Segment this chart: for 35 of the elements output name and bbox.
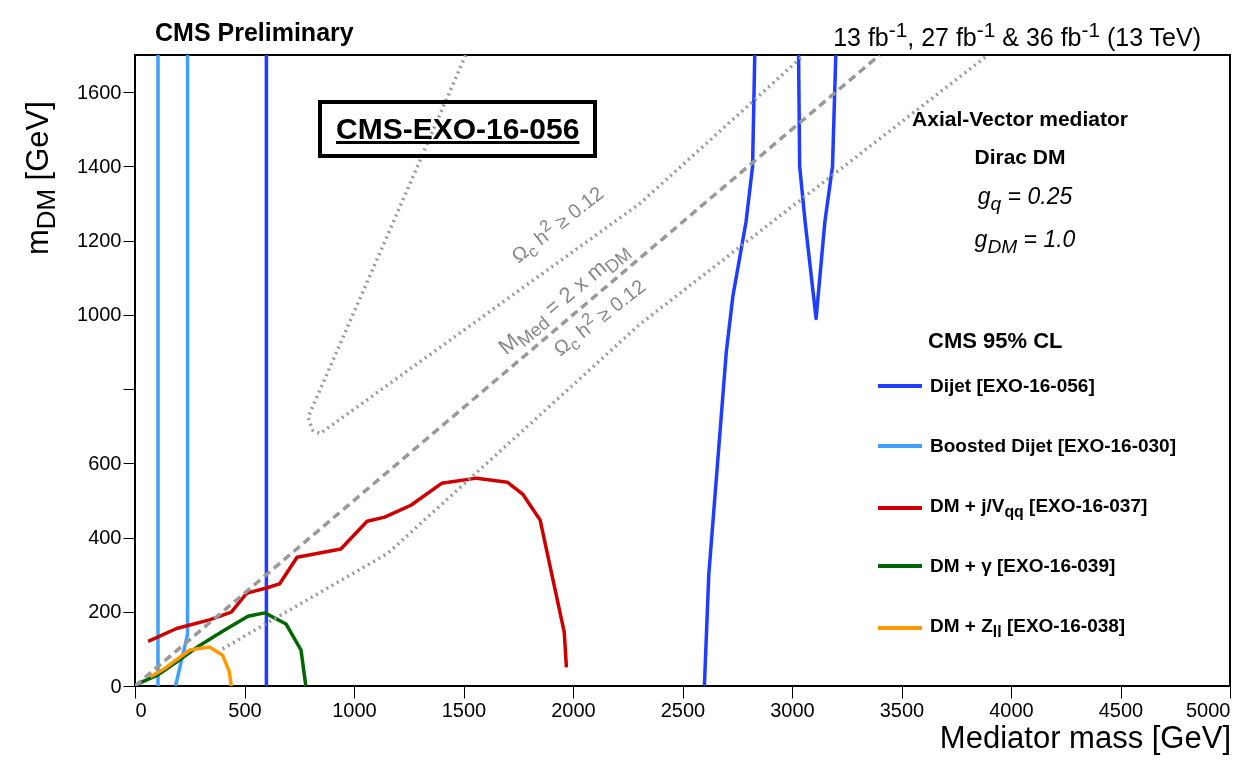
y-tick-label: 0 — [110, 674, 122, 697]
x-tick-label: 500 — [228, 698, 262, 721]
legend-label: DM + Z$_{ll}$ [EXO-16-038] — [930, 615, 1126, 641]
line-series — [146, 476, 569, 670]
y-tick-label: 400 — [88, 526, 122, 549]
x-tick-label: 3000 — [770, 698, 815, 721]
x-tick-label: 4000 — [989, 698, 1034, 721]
legend-label: DM + γ [EXO-16-039] — [930, 555, 1116, 577]
x-tick-label: 1500 — [441, 698, 487, 721]
text: 13 fb$^{-1}$, 27 fb$^{-1}$ & 36 fb$^{-1}$ (13 TeV) — [833, 18, 1201, 52]
annotation: CMS-EXO-16-056 — [318, 100, 598, 158]
y-tick-label: 1600 — [77, 80, 122, 103]
y-tick-label: 1000 — [77, 303, 122, 326]
x-tick-label: 2000 — [551, 698, 596, 721]
y-tick-label: 200 — [88, 600, 122, 623]
line-series — [148, 645, 234, 686]
legend-title: CMS 95% CL — [928, 328, 1063, 353]
annotation: g$_{DM}$ = 1.0 — [974, 226, 1076, 257]
annotation: g$_{q}$ = 0.25 — [977, 183, 1073, 214]
x-tick-label: 0 — [135, 698, 147, 721]
y-tick-label: 1200 — [77, 229, 122, 252]
y-tick-label: 600 — [88, 451, 122, 474]
annotation: Axial-Vector mediator — [912, 107, 1128, 130]
x-tick-label: 3500 — [879, 698, 925, 721]
x-axis-title: Mediator mass [GeV] — [939, 720, 1231, 755]
annotation: Dirac DM — [974, 145, 1066, 168]
legend-label: DM + j/V$_{qq}$ [EXO-16-037] — [930, 495, 1148, 521]
x-tick-label: 2500 — [660, 698, 706, 721]
y-tick-label: 1400 — [77, 154, 122, 177]
chart-title: CMS Preliminary — [155, 18, 354, 46]
x-tick-label: 1000 — [332, 698, 377, 721]
x-tick-label: 5000 — [1186, 698, 1231, 721]
legend-label: Boosted Dijet [EXO-16-030] — [930, 435, 1176, 457]
legend-label: Dijet [EXO-16-056] — [930, 375, 1095, 397]
x-tick-label: 4500 — [1098, 698, 1144, 721]
